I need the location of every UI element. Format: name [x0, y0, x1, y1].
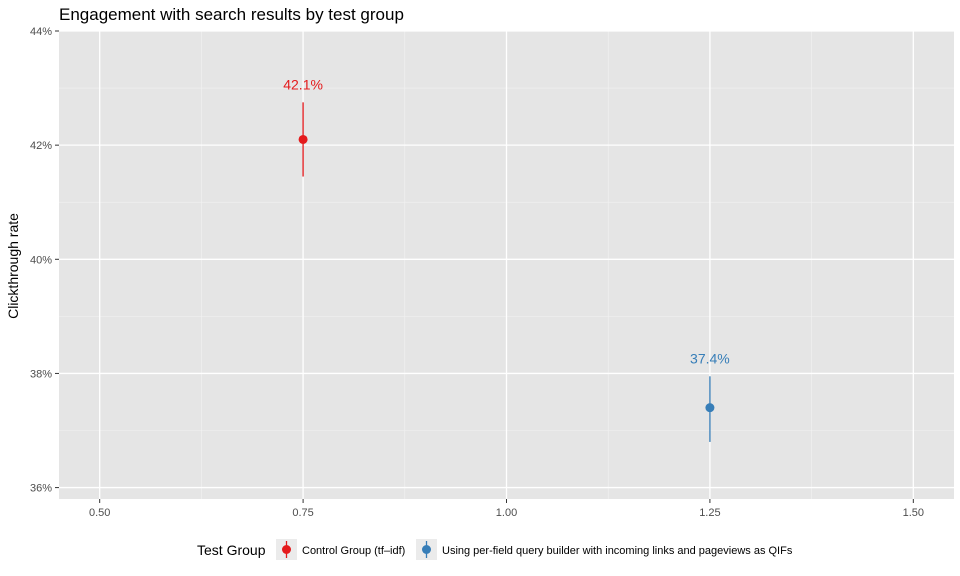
legend: Test Group Control Group (tf–idf) Using … [197, 539, 793, 560]
x-tick-label: 1.50 [903, 507, 924, 519]
x-tick-label: 0.75 [292, 507, 313, 519]
legend-item-treatment: Using per-field query builder with incom… [416, 539, 793, 560]
x-tick-label: 1.00 [496, 507, 517, 519]
y-tick-label: 40% [30, 254, 52, 266]
legend-title: Test Group [197, 542, 266, 558]
data-point [705, 403, 715, 413]
x-tick-label: 1.25 [699, 507, 720, 519]
data-label: 42.1% [283, 76, 323, 92]
legend-item-control: Control Group (tf–idf) [276, 539, 405, 560]
y-tick-label: 44% [30, 26, 52, 38]
series-control: 42.1% [283, 76, 323, 177]
legend-label-control: Control Group (tf–idf) [302, 545, 405, 557]
gridlines [59, 30, 954, 499]
legend-key-point [422, 545, 431, 554]
chart-title: Engagement with search results by test g… [59, 5, 404, 24]
x-tick-label: 0.50 [89, 507, 110, 519]
series-treatment: 37.4% [690, 350, 730, 442]
data-label: 37.4% [690, 350, 730, 366]
data-marks: 42.1% 37.4% [283, 76, 730, 442]
axis-ticks: 0.50 0.75 1.00 1.25 1.50 36% 38% 40% 42% 44% [30, 26, 924, 519]
legend-label-treatment: Using per-field query builder with incom… [442, 545, 793, 557]
data-point [298, 134, 308, 144]
y-axis-label: Clickthrough rate [5, 213, 21, 319]
legend-key-point [282, 545, 291, 554]
y-tick-label: 36% [30, 483, 52, 495]
y-tick-label: 42% [30, 140, 52, 152]
y-tick-label: 38% [30, 368, 52, 380]
